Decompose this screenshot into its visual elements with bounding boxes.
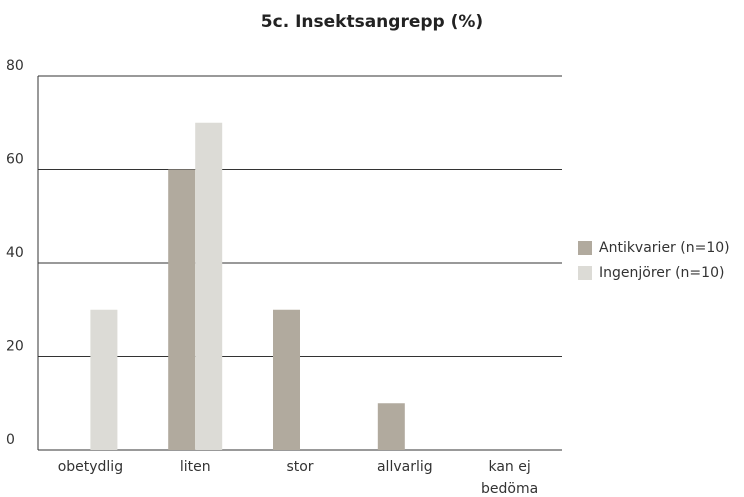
chart-title: 5c. Insektsangrepp (%) [261,12,483,32]
y-tick-label: 0 [6,432,15,448]
y-tick-label: 40 [6,245,24,261]
x-tick-label: obetydlig [58,459,123,475]
bar [377,403,405,450]
bar [195,122,223,450]
legend-label: Antikvarier (n=10) [599,240,730,256]
x-tick-label: allvarlig [377,459,433,475]
legend-swatch [578,266,592,280]
bar [90,309,118,450]
x-tick-label: stor [286,459,313,475]
x-tick-label: kan ej bedöma [481,459,538,497]
bar [273,309,300,450]
y-tick-label: 80 [6,58,24,74]
y-tick-label: 60 [6,152,24,168]
legend-swatch [578,241,592,255]
bar [168,169,196,450]
y-tick-label: 20 [6,339,24,355]
legend-label: Ingenjörer (n=10) [599,265,724,281]
x-tick-label: liten [180,459,211,475]
